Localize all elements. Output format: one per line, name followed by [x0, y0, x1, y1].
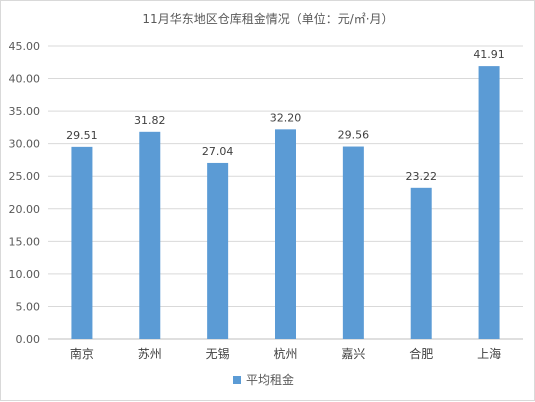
data-label: 29.56: [338, 129, 370, 142]
x-category-label: 南京: [70, 346, 94, 361]
y-tick-label: 35.00: [9, 105, 41, 118]
data-label: 32.20: [270, 111, 302, 124]
bar: [275, 129, 296, 339]
bar: [342, 146, 364, 339]
y-tick-label: 45.00: [9, 40, 41, 53]
y-tick-label: 5.00: [16, 300, 41, 313]
data-label: 31.82: [134, 114, 166, 127]
y-tick-label: 20.00: [9, 203, 41, 216]
y-tick-label: 15.00: [9, 235, 41, 248]
x-category-label: 苏州: [138, 347, 162, 361]
y-axis-ticks: 0.00 5.00 10.00 15.00 20.00 25.00 30.00 35.00 40…: [9, 40, 41, 346]
legend-label: 平均租金: [246, 372, 294, 387]
legend-swatch: [233, 376, 241, 384]
y-tick-label: 25.00: [9, 170, 41, 183]
bar: [207, 162, 229, 339]
y-tick-label: 0.00: [16, 333, 41, 346]
x-axis-categories: 南京 苏州 无锡 杭州 嘉兴 合肥 上海: [70, 346, 501, 361]
data-label: 27.04: [202, 145, 234, 158]
x-category-label: 上海: [477, 346, 501, 361]
y-tick-label: 40.00: [9, 73, 41, 86]
y-tick-label: 10.00: [9, 268, 41, 281]
legend: 平均租金: [233, 372, 294, 387]
bars: [71, 66, 500, 340]
chart-title: 11月华东地区仓库租金情况（单位：元/㎡·月）: [142, 11, 393, 26]
data-label: 29.51: [66, 129, 98, 142]
bar: [410, 187, 432, 339]
x-category-label: 合肥: [409, 346, 433, 361]
data-label: 41.91: [473, 48, 505, 61]
data-labels: 29.51 31.82 27.04 32.20 29.56 23.22 41.91: [66, 48, 505, 183]
bar: [139, 131, 161, 339]
x-category-label: 杭州: [273, 346, 297, 361]
x-category-label: 无锡: [206, 346, 230, 361]
data-label: 23.22: [405, 170, 437, 183]
x-category-label: 嘉兴: [341, 347, 365, 361]
bar: [71, 146, 93, 339]
y-tick-label: 30.00: [9, 138, 41, 151]
bar: [478, 66, 500, 340]
